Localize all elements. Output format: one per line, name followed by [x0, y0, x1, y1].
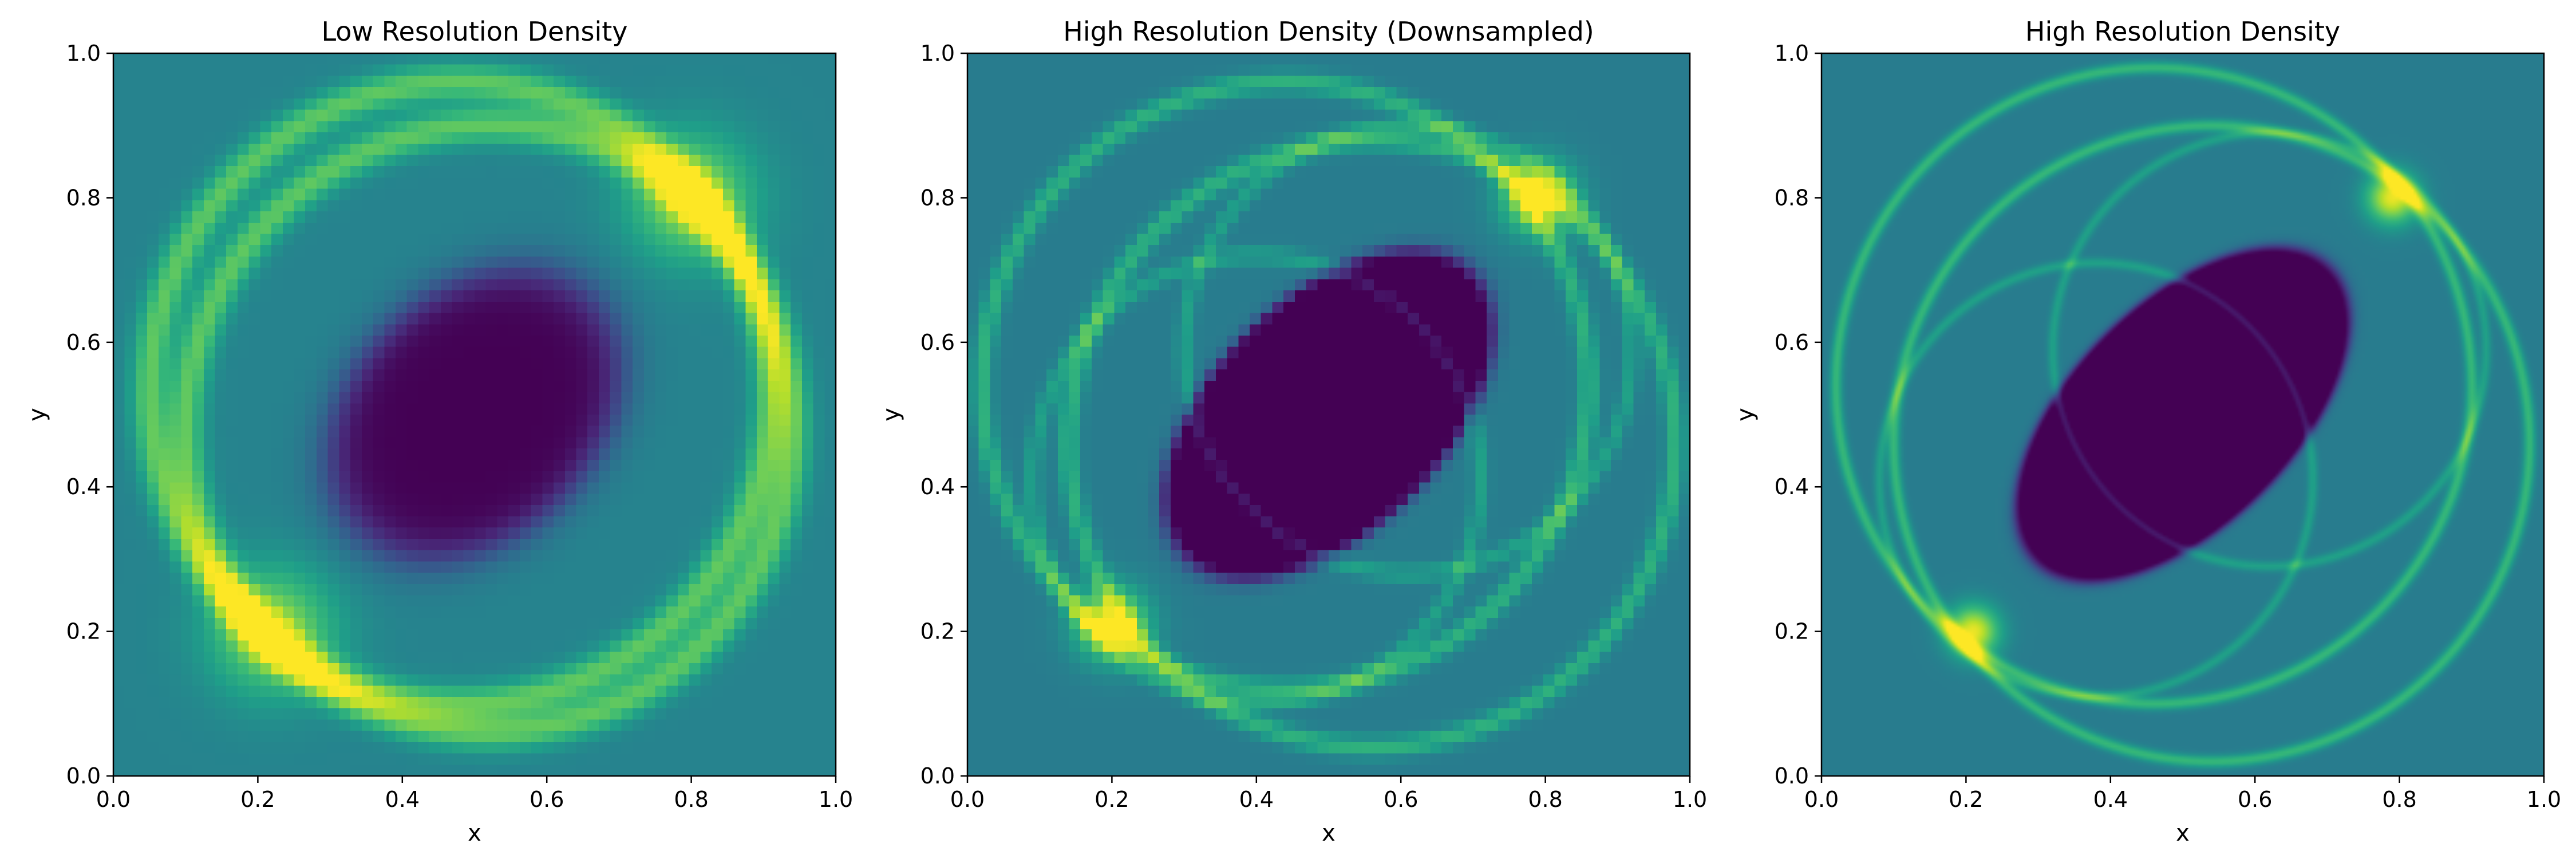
x-tick-label: 0.4 [385, 787, 420, 812]
x-tick-label: 0.6 [1384, 787, 1418, 812]
y-tick-label: 0.2 [1775, 619, 1809, 644]
y-tick-label: 0.8 [1775, 185, 1809, 210]
plot-frame [966, 52, 1691, 777]
x-tick-label: 0.4 [2093, 787, 2128, 812]
x-tick-label: 0.2 [240, 787, 275, 812]
y-tick-label: 0.0 [920, 763, 955, 789]
heatmap-image-2 [967, 53, 1690, 776]
plot-frame [112, 52, 837, 777]
y-tick-label: 0.2 [66, 619, 101, 644]
chart-title: Low Resolution Density [321, 16, 627, 47]
y-tick-label: 0.8 [66, 185, 101, 210]
x-tick-label: 0.0 [96, 787, 131, 812]
x-tick-label: 0.0 [950, 787, 985, 812]
x-tick-label: 0.8 [2382, 787, 2416, 812]
x-tick-label: 0.8 [674, 787, 708, 812]
y-tick-label: 0.4 [920, 474, 955, 499]
y-axis-label: y [1732, 408, 1759, 421]
heatmap-image-3 [1822, 53, 2544, 776]
y-tick-label: 0.0 [66, 763, 101, 789]
y-tick-label: 0.4 [1775, 474, 1809, 499]
x-tick-label: 1.0 [1673, 787, 1707, 812]
y-tick-label: 1.0 [66, 41, 101, 66]
y-tick-label: 0.4 [66, 474, 101, 499]
x-tick-label: 0.4 [1239, 787, 1274, 812]
x-axis-label: x [468, 820, 481, 846]
x-tick-label: 0.0 [1804, 787, 1839, 812]
x-tick-label: 0.2 [1095, 787, 1129, 812]
plot-frame [1820, 52, 2545, 777]
y-tick-label: 0.0 [1775, 763, 1809, 789]
chart-title: High Resolution Density [2025, 16, 2340, 47]
y-tick-label: 1.0 [1775, 41, 1809, 66]
x-tick-label: 1.0 [2527, 787, 2561, 812]
x-axis-label: x [1322, 820, 1336, 846]
chart-title: High Resolution Density (Downsampled) [1063, 16, 1594, 47]
y-tick-label: 0.8 [920, 185, 955, 210]
x-tick-label: 0.6 [530, 787, 564, 812]
y-tick-label: 1.0 [920, 41, 955, 66]
y-tick-label: 0.2 [920, 619, 955, 644]
x-axis-label: x [2176, 820, 2190, 846]
x-tick-label: 0.2 [1949, 787, 1983, 812]
heatmap-image-1 [113, 53, 836, 776]
x-tick-label: 0.6 [2238, 787, 2272, 812]
y-tick-label: 0.6 [920, 330, 955, 355]
y-tick-label: 0.6 [66, 330, 101, 355]
y-tick-label: 0.6 [1775, 330, 1809, 355]
x-tick-label: 0.8 [1528, 787, 1562, 812]
y-axis-label: y [878, 408, 904, 421]
x-tick-label: 1.0 [819, 787, 853, 812]
y-axis-label: y [24, 408, 50, 421]
